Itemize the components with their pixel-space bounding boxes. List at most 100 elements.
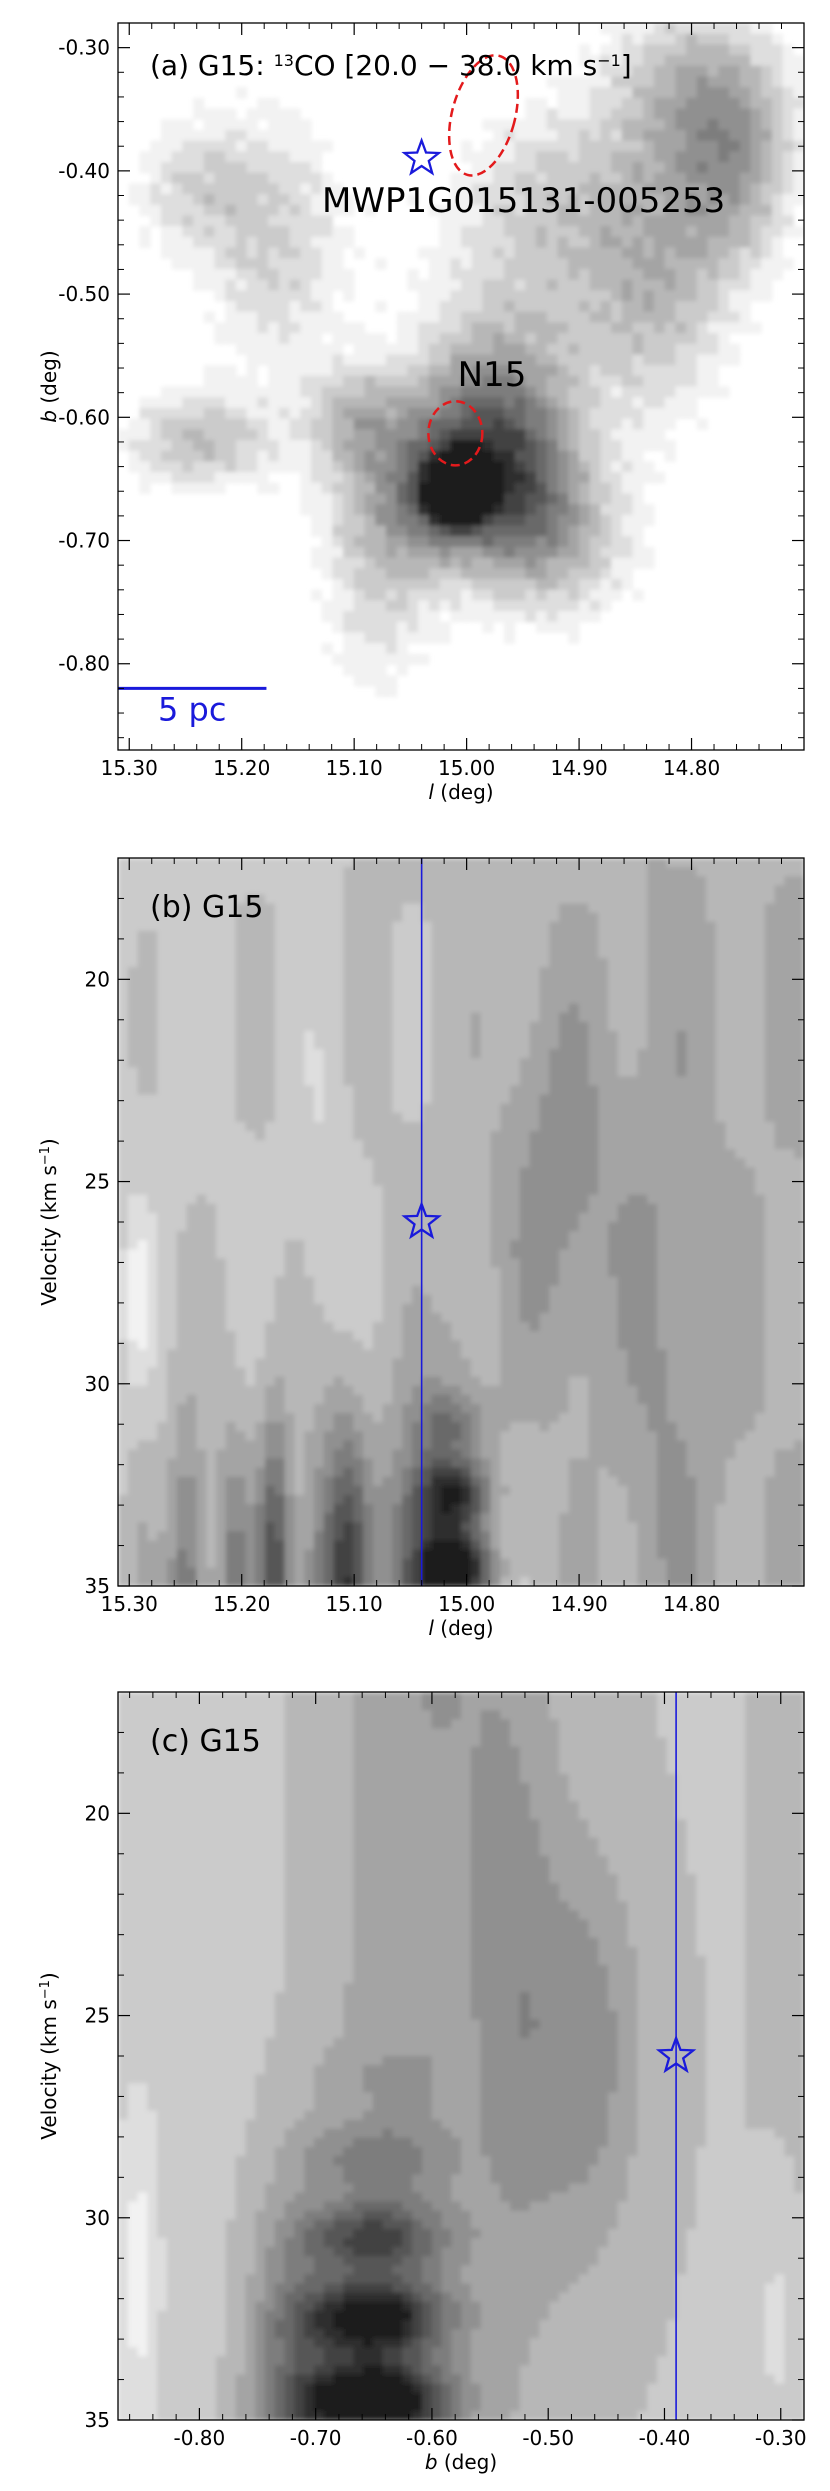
map-cell (284, 1003, 295, 1014)
map-cell (167, 1049, 178, 1059)
map-cell (284, 1203, 295, 1214)
map-cell (139, 439, 151, 452)
map-cell (300, 472, 312, 484)
map-cell (728, 343, 741, 356)
map-cell (310, 290, 323, 302)
map-cell (118, 1003, 129, 1014)
map-cell (245, 930, 256, 941)
map-cell (686, 140, 698, 152)
map-cell (363, 1030, 374, 1041)
map-cell (186, 1212, 197, 1223)
map-cell (235, 1012, 246, 1023)
map-cell (750, 33, 762, 45)
map-cell (157, 1567, 168, 1578)
map-cell (246, 279, 258, 291)
map-cell (536, 557, 548, 569)
map-cell (643, 290, 655, 302)
map-cell (255, 1513, 266, 1523)
map-cell (739, 87, 752, 99)
map-cell (182, 194, 194, 206)
map-cell (750, 226, 762, 238)
map-cell (300, 397, 312, 409)
map-cell (363, 1504, 374, 1514)
map-cell (353, 1331, 364, 1341)
map-cell (353, 1467, 364, 1478)
map-cell (471, 546, 484, 559)
map-cell (150, 140, 162, 152)
map-cell (245, 1203, 256, 1214)
map-cell (245, 1313, 256, 1323)
map-cell (225, 1540, 237, 1551)
map-cell (176, 1076, 188, 1087)
map-cell (321, 611, 333, 623)
map-cell (323, 1513, 335, 1523)
map-cell (600, 119, 612, 131)
map-cell (421, 1040, 433, 1050)
map-cell (402, 1404, 413, 1414)
map-cell (235, 1112, 246, 1123)
map-cell (274, 1504, 286, 1514)
map-cell (653, 429, 666, 441)
map-cell (536, 129, 548, 142)
map-cell (450, 343, 462, 356)
map-cell (353, 632, 366, 644)
map-cell (611, 418, 623, 430)
map-cell (268, 311, 280, 323)
map-cell (171, 151, 183, 163)
map-cell (461, 311, 473, 323)
map-cell (653, 279, 666, 291)
map-cell (392, 1231, 403, 1241)
map-cell (310, 493, 323, 505)
map-cell (274, 1021, 286, 1032)
map-cell (396, 365, 409, 377)
map-cell (421, 1012, 433, 1023)
map-cell (176, 903, 188, 914)
map-cell (363, 885, 374, 895)
map-cell (196, 1349, 207, 1360)
map-cell (372, 1404, 384, 1414)
map-cell (343, 514, 355, 527)
map-cell (611, 472, 623, 484)
map-cell (255, 1313, 266, 1323)
map-cell (157, 1540, 168, 1551)
map-cell (407, 343, 419, 356)
map-cell (332, 268, 344, 281)
map-cell (245, 976, 256, 986)
map-cell (294, 1222, 305, 1232)
map-cell (255, 1449, 266, 1460)
map-cell (503, 194, 516, 206)
map-cell (439, 354, 451, 366)
map-cell (274, 885, 286, 895)
map-cell (147, 876, 158, 886)
map-cell (402, 1522, 413, 1532)
map-cell (137, 1158, 148, 1168)
map-cell (127, 967, 139, 977)
map-cell (186, 1276, 197, 1287)
map-cell (139, 161, 151, 174)
map-cell (216, 1367, 227, 1378)
map-cell (245, 1058, 256, 1068)
map-cell (255, 1030, 266, 1041)
map-cell (375, 600, 387, 612)
map-cell (343, 1549, 354, 1560)
map-cell (621, 87, 634, 99)
map-cell (402, 1549, 413, 1560)
map-cell (289, 397, 301, 409)
map-cell (314, 949, 325, 959)
map-cell (461, 600, 473, 612)
map-cell (461, 472, 473, 484)
map-cell (412, 1194, 423, 1205)
map-cell (718, 333, 730, 345)
map-cell (147, 1185, 158, 1196)
map-cell (160, 226, 173, 238)
map-cell (696, 129, 709, 142)
map-cell (728, 108, 741, 120)
map-cell (396, 343, 409, 356)
map-cell (225, 472, 237, 484)
map-cell (621, 343, 634, 356)
map-cell (353, 247, 366, 259)
map-cell (176, 1303, 188, 1314)
map-cell (255, 1504, 266, 1514)
map-cell (157, 1012, 168, 1023)
map-cell (761, 55, 773, 67)
